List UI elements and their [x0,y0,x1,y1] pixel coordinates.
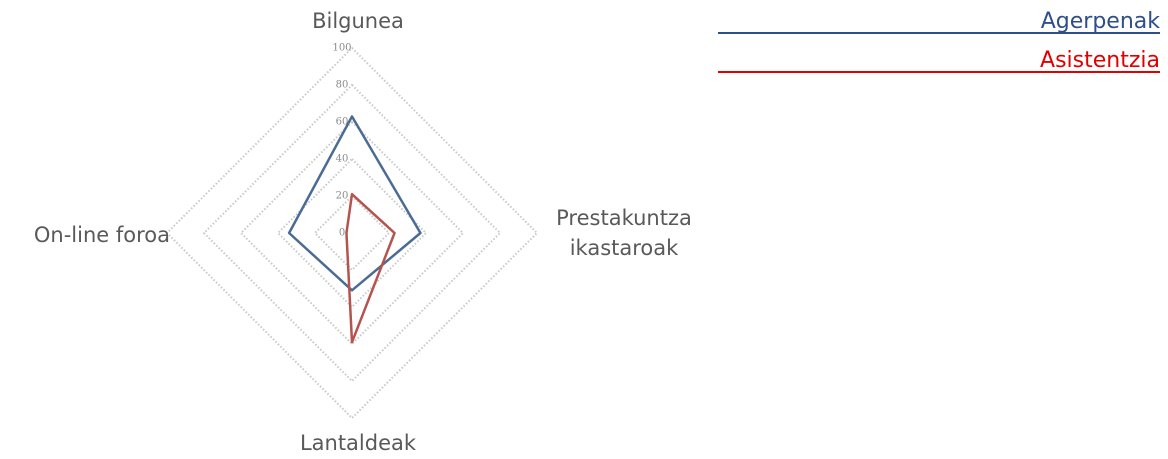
grid-ring [165,46,539,420]
r-tick-label: 40 [336,154,349,165]
r-tick-label: 100 [332,43,351,54]
grid-ring [202,83,502,383]
r-tick-label: 0 [339,228,345,239]
r-tick-label: 80 [336,80,349,91]
category-label: On-line foroa [33,223,170,247]
r-tick-label: 60 [336,117,349,128]
grid-ring [276,157,428,309]
category-label: Bilgunea [312,9,404,33]
legend-label: Agerpenak [1041,9,1161,34]
grid-ring [239,120,465,346]
r-tick-label: 20 [336,191,349,202]
series-line [345,192,396,344]
category-label: Lantaldeak [299,431,417,455]
legend-label: Asistentzia [1040,48,1160,73]
category-label: Prestakuntza ikastaroak [556,206,692,260]
series-line [287,115,422,292]
grid-ring [313,194,391,272]
